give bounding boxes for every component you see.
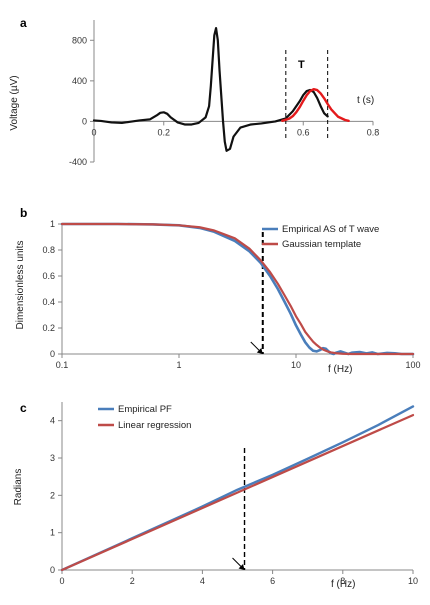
panel-a-plot: 800 400 0 -400 0 0.2 0.6 0.8	[69, 20, 379, 167]
x-tick-label: 100	[405, 360, 420, 370]
panel-a-peak-label: T	[298, 59, 305, 71]
x-tick-label: 0	[59, 576, 64, 586]
legend-label-linear-regression: Linear regression	[118, 420, 191, 431]
y-tick-label: -400	[69, 157, 87, 167]
y-tick-label: 0	[50, 565, 55, 575]
x-tick-label: 0.6	[297, 127, 310, 137]
series-line-template	[60, 222, 415, 356]
panel-a: a Voltage (µV) t (s) T 800 400 0 -400 0 0.2 0.…	[9, 16, 379, 167]
series-line-gaussian_fit	[281, 87, 350, 123]
panel-b-plot: 1 0.8 0.6 0.4 0.2 00.1 1 10 100	[42, 219, 420, 370]
y-tick-label: 2	[50, 490, 55, 500]
x-tick-label: 10	[291, 360, 301, 370]
x-tick-label: 8	[340, 576, 345, 586]
panel-b-ylabel: Dimensionless units	[15, 241, 26, 330]
arrow-head	[256, 348, 263, 354]
panel-b: b Dimensionless units f (Hz) 1 0.8 0.6 0.4 0…	[15, 206, 421, 375]
x-tick-label: 0	[91, 127, 96, 137]
x-tick-label: 6	[270, 576, 275, 586]
panel-c-letter: c	[20, 401, 27, 415]
panel-a-ylabel: Voltage (µV)	[9, 75, 20, 130]
y-tick-label: 0.2	[42, 323, 55, 333]
series-line-ecg	[92, 27, 329, 152]
panel-c-legend: Empirical PF Linear regression	[98, 404, 191, 431]
x-tick-label: 0.8	[367, 127, 380, 137]
x-tick-label: 0.1	[56, 360, 69, 370]
x-tick-label: 1	[176, 360, 181, 370]
legend-label-empirical-as: Empirical AS of T wave	[282, 224, 379, 235]
legend-label-gaussian-template: Gaussian template	[282, 239, 361, 250]
legend-label-empirical-pf: Empirical PF	[118, 404, 172, 415]
x-tick-label: 2	[130, 576, 135, 586]
panel-c-ylabel: Radians	[13, 469, 24, 506]
y-tick-label: 0	[82, 116, 87, 126]
y-tick-label: 1	[50, 219, 55, 229]
arrow-head	[238, 564, 245, 570]
y-tick-label: 0.8	[42, 245, 55, 255]
series-line-template	[60, 413, 415, 572]
panel-a-letter: a	[20, 16, 27, 30]
series-line-empirical	[60, 405, 415, 572]
panel-c-xlabel: f (Hz)	[331, 579, 355, 590]
y-tick-label: 400	[72, 76, 87, 86]
x-tick-label: 4	[200, 576, 205, 586]
y-tick-label: 4	[50, 416, 55, 426]
panel-b-letter: b	[20, 206, 27, 220]
y-tick-label: 3	[50, 453, 55, 463]
y-tick-label: 0.6	[42, 271, 55, 281]
x-tick-label: 0.2	[157, 127, 170, 137]
y-tick-label: 1	[50, 528, 55, 538]
y-tick-label: 0	[50, 349, 55, 359]
y-tick-label: 0.4	[42, 297, 55, 307]
panel-b-xlabel: f (Hz)	[328, 364, 352, 375]
x-tick-label: 10	[408, 576, 418, 586]
panel-b-legend: Empirical AS of T wave Gaussian template	[262, 224, 379, 250]
panel-a-xlabel: t (s)	[357, 95, 374, 106]
y-tick-label: 800	[72, 35, 87, 45]
